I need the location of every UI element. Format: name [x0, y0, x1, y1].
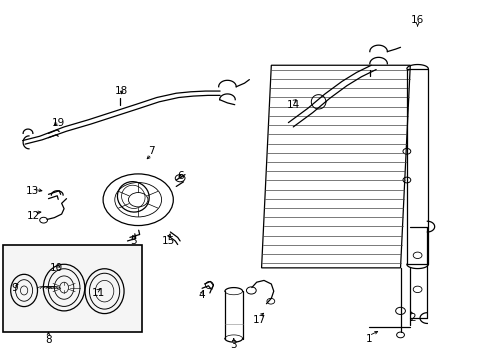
Text: 14: 14 [286, 100, 299, 110]
Text: 2: 2 [408, 313, 415, 323]
Text: 15: 15 [162, 236, 175, 246]
Text: 18: 18 [115, 86, 128, 96]
Text: 9: 9 [11, 283, 18, 293]
Text: 7: 7 [148, 146, 155, 156]
Text: 19: 19 [52, 118, 65, 128]
Text: 10: 10 [50, 263, 63, 273]
Text: 13: 13 [26, 186, 39, 197]
Text: 11: 11 [91, 288, 104, 298]
Text: 1: 1 [365, 333, 371, 343]
Text: 6: 6 [177, 171, 183, 181]
Text: 8: 8 [45, 334, 52, 345]
Text: 16: 16 [410, 15, 424, 26]
Text: 17: 17 [252, 315, 265, 325]
Text: 5: 5 [130, 236, 136, 246]
Text: 4: 4 [198, 291, 205, 301]
Text: 3: 3 [230, 340, 237, 350]
Text: 12: 12 [27, 211, 41, 221]
FancyBboxPatch shape [3, 244, 142, 332]
